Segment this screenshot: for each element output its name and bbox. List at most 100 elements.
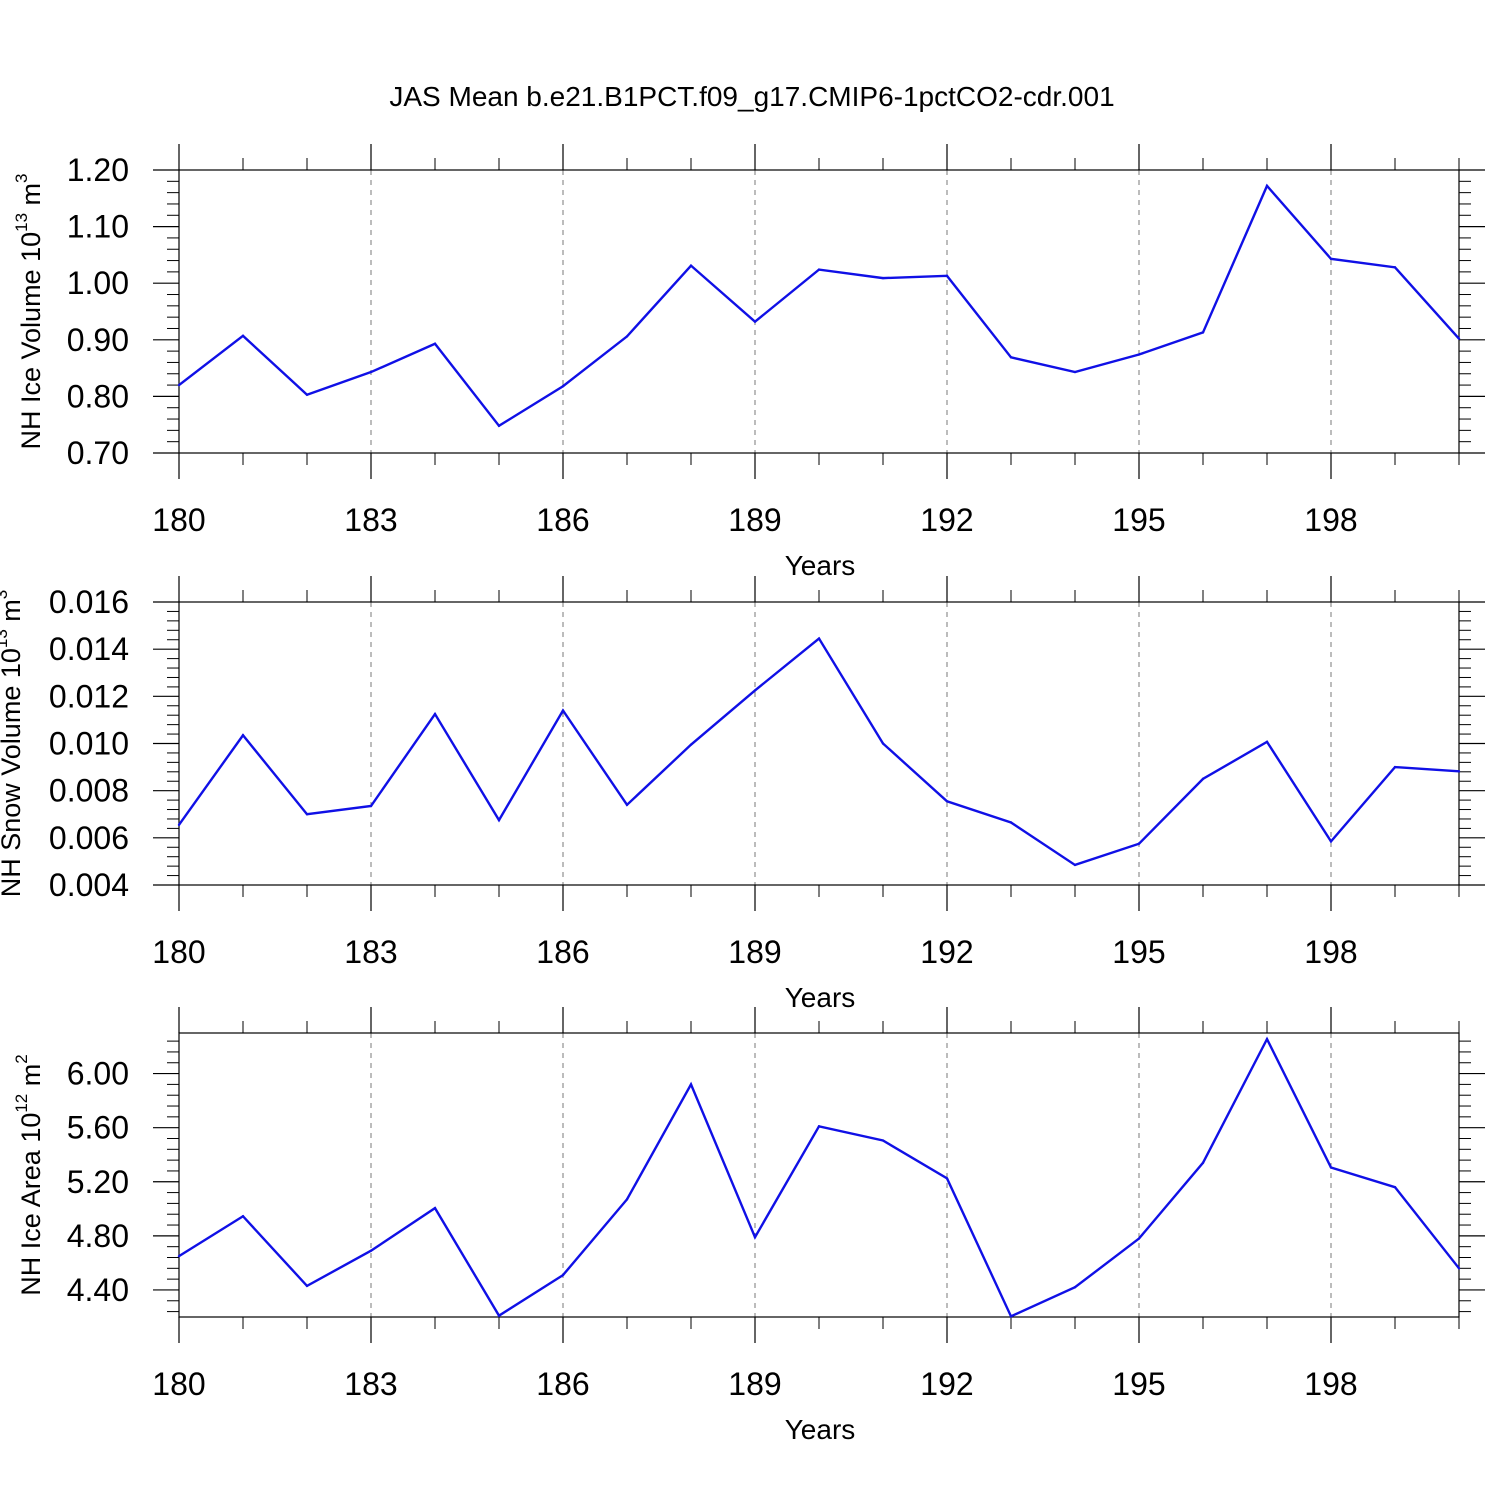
ice-area-y-tick-label: 4.40	[67, 1272, 129, 1308]
ice-area-data-point	[1009, 1315, 1013, 1318]
ice-area-data-point	[305, 1284, 309, 1288]
snow-volume-x-tick-label: 186	[536, 934, 589, 970]
snow-volume-data-point	[497, 818, 501, 822]
ice-volume-data-point	[369, 370, 373, 374]
ice-volume-y-tick-label: 1.20	[67, 152, 129, 188]
ice-area-panel: 180 183 186 189 192 195 198 4.40 4.80 5.20 5.60 6.0…	[12, 1007, 1485, 1445]
snow-volume-data-point	[689, 743, 693, 746]
ice-volume-data-point	[1329, 257, 1333, 261]
ice-area-data-point	[241, 1215, 245, 1218]
ice-area-data-point	[625, 1198, 629, 1201]
snow-volume-x-tick-label: 189	[728, 934, 781, 970]
ice-area-data-point	[1073, 1286, 1077, 1289]
ice-volume-data-point	[1393, 266, 1397, 269]
ice-volume-x-tick-label: 198	[1304, 502, 1357, 538]
ice-area-data-point	[689, 1083, 693, 1086]
ice-volume-data-point	[305, 393, 309, 396]
snow-volume-x-tick-label: 183	[344, 934, 397, 970]
ice-area-x-tick-label: 198	[1304, 1366, 1357, 1402]
ice-volume-x-tick-label: 189	[728, 502, 781, 538]
ice-area-x-tick-label: 195	[1112, 1366, 1165, 1402]
ice-volume-y-tick-label: 1.00	[67, 265, 129, 301]
snow-volume-x-tick-label: 192	[920, 934, 973, 970]
ice-volume-data-point	[1265, 184, 1269, 188]
snow-volume-panel: 180 183 186 189 192 195 198 0.004 0.006 0.008 0.01…	[0, 576, 1485, 1013]
ice-volume-y-tick-label: 1.10	[67, 209, 129, 245]
ice-area-x-axis-label: Years	[785, 1414, 856, 1445]
ice-area-data-point	[1137, 1237, 1141, 1240]
snow-volume-data-point	[561, 709, 565, 712]
ice-volume-x-tick-label: 180	[152, 502, 205, 538]
ice-volume-data-point	[241, 334, 245, 338]
ice-volume-data-point	[497, 424, 501, 428]
snow-volume-data-point	[881, 742, 885, 745]
ice-volume-data-point	[881, 276, 885, 280]
ice-volume-data-point	[1457, 337, 1461, 340]
ice-area-data-point	[1329, 1166, 1333, 1169]
snow-volume-data-point	[1137, 842, 1141, 845]
snow-volume-data-point	[817, 637, 821, 640]
ice-area-y-tick-label: 6.00	[67, 1056, 129, 1092]
ice-volume-data-point	[177, 383, 181, 387]
ice-volume-y-tick-label: 0.90	[67, 322, 129, 358]
ice-volume-data-point	[1009, 356, 1013, 359]
snow-volume-data-point	[1265, 740, 1269, 744]
ice-area-data-point	[945, 1177, 949, 1180]
ice-area-x-tick-label: 183	[344, 1366, 397, 1402]
ice-volume-panel: 180 183 186 189 192 195 198 0.70 0.80 0.90 1.00 1.1…	[12, 144, 1485, 581]
snow-volume-data-point	[433, 712, 437, 716]
snow-volume-y-tick-label: 0.016	[49, 584, 129, 620]
ice-area-x-tick-label: 189	[728, 1366, 781, 1402]
snow-volume-data-point	[177, 823, 181, 827]
snow-volume-y-axis-label: NH Snow Volume 1013 m3	[0, 590, 26, 898]
snow-volume-data-point	[1201, 777, 1205, 781]
ice-area-x-tick-label: 192	[920, 1366, 973, 1402]
ice-area-data-point	[433, 1206, 437, 1210]
ice-volume-data-point	[945, 274, 949, 278]
ice-volume-x-tick-label: 183	[344, 502, 397, 538]
snow-volume-data-point	[305, 813, 309, 816]
snow-volume-y-tick-label: 0.012	[49, 678, 129, 714]
ice-volume-data-point	[689, 264, 693, 267]
ice-volume-x-tick-label: 192	[920, 502, 973, 538]
snow-volume-data-point	[1329, 840, 1333, 843]
ice-volume-x-tick-label: 195	[1112, 502, 1165, 538]
snow-volume-x-tick-label: 195	[1112, 934, 1165, 970]
figure-title: JAS Mean b.e21.B1PCT.f09_g17.CMIP6-1pctC…	[389, 81, 1114, 112]
ice-area-data-point	[1457, 1267, 1461, 1270]
snow-volume-y-tick-label: 0.010	[49, 726, 129, 762]
ice-area-data-point	[1265, 1037, 1269, 1041]
snow-volume-data-point	[1073, 863, 1077, 867]
ice-area-x-tick-label: 180	[152, 1366, 205, 1402]
ice-area-data-point	[1393, 1185, 1397, 1189]
ice-volume-y-tick-label: 0.80	[67, 378, 129, 414]
ice-volume-data-point	[817, 268, 821, 271]
snow-volume-data-point	[625, 803, 629, 807]
ice-volume-data-point	[1073, 370, 1077, 374]
snow-volume-y-tick-label: 0.006	[49, 820, 129, 856]
snow-volume-data-point	[369, 804, 373, 808]
snow-volume-data-point	[945, 800, 949, 803]
ice-area-y-tick-label: 4.80	[67, 1218, 129, 1254]
snow-volume-y-tick-label: 0.004	[49, 867, 129, 903]
ice-volume-x-tick-label: 186	[536, 502, 589, 538]
snow-volume-y-tick-label: 0.014	[49, 631, 129, 667]
ice-area-data-point	[561, 1273, 565, 1277]
snow-volume-data-point	[1457, 770, 1461, 773]
ice-volume-data-point	[625, 335, 629, 338]
ice-area-y-tick-label: 5.60	[67, 1110, 129, 1146]
ice-volume-data-point	[433, 342, 437, 345]
ice-area-data-point	[817, 1125, 821, 1128]
ice-volume-y-tick-label: 0.70	[67, 435, 129, 471]
ice-volume-data-point	[753, 320, 757, 323]
ice-area-y-tick-label: 5.20	[67, 1164, 129, 1200]
ice-area-y-axis-label: NH Ice Area 1012 m2	[12, 1054, 46, 1295]
snow-volume-data-point	[1009, 821, 1013, 824]
ice-volume-data-point	[1137, 353, 1141, 356]
ice-volume-x-axis-label: Years	[785, 550, 856, 581]
snow-volume-x-tick-label: 180	[152, 934, 205, 970]
snow-volume-x-axis-label: Years	[785, 982, 856, 1013]
ice-volume-data-point	[1201, 331, 1205, 334]
ice-area-data-point	[369, 1249, 373, 1252]
